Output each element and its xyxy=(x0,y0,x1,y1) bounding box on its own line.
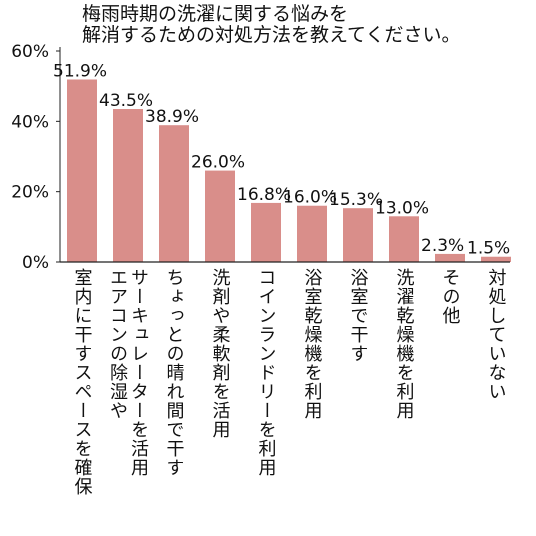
value-label-6: 16.0% xyxy=(283,188,337,208)
category-label-8: 洗濯乾燥機を利用 xyxy=(394,268,415,420)
value-label-7: 15.3% xyxy=(329,190,383,210)
category-label-5: コインランドリーを利用 xyxy=(256,268,277,477)
category-label-7: 浴室で干す xyxy=(348,268,369,363)
value-label-3: 38.9% xyxy=(145,107,199,127)
bar-6 xyxy=(297,205,327,262)
y-tick-label: 40% xyxy=(11,112,49,132)
category-label-10: 対処していない xyxy=(486,268,507,401)
category-label-2-line-2: サーキュレーターを活用 xyxy=(128,268,149,477)
category-label-2-line-1: エアコンの除湿や xyxy=(107,268,128,420)
value-label-8: 13.0% xyxy=(375,198,429,218)
category-label-3: ちょっとの晴れ間で干す xyxy=(164,268,185,477)
value-label-9: 2.3% xyxy=(421,236,464,256)
chart-title: 梅雨時期の洗濯に関する悩みを 解消するための対処方法を教えてください。 xyxy=(82,4,532,46)
y-tick-label: 60% xyxy=(11,42,49,62)
bar-4 xyxy=(205,170,235,262)
category-label-1: 室内に干すスペースを確保 xyxy=(72,268,93,496)
bar-8 xyxy=(389,216,419,262)
value-label-10: 1.5% xyxy=(467,239,510,259)
category-label-4: 洗剤や柔軟剤を活用 xyxy=(210,268,231,439)
bar-7 xyxy=(343,208,373,262)
bar-3 xyxy=(159,125,189,263)
bar-5 xyxy=(251,202,281,262)
y-tick-label: 20% xyxy=(11,183,49,203)
category-label-9: その他 xyxy=(440,268,461,325)
bar-10 xyxy=(481,256,511,262)
value-label-2: 43.5% xyxy=(99,91,153,111)
bar-1 xyxy=(67,79,97,262)
category-label-6: 浴室乾燥機を利用 xyxy=(302,268,323,420)
bar-9 xyxy=(435,253,465,262)
chart-title-line-2: 解消するための対処方法を教えてください。 xyxy=(82,24,461,46)
y-tick-label: 0% xyxy=(22,253,49,273)
chart-title-line-1: 梅雨時期の洗濯に関する悩みを xyxy=(82,3,349,25)
value-label-5: 16.8% xyxy=(237,185,291,205)
value-label-4: 26.0% xyxy=(191,153,245,173)
value-label-1: 51.9% xyxy=(53,61,107,81)
bar-2 xyxy=(113,109,143,263)
